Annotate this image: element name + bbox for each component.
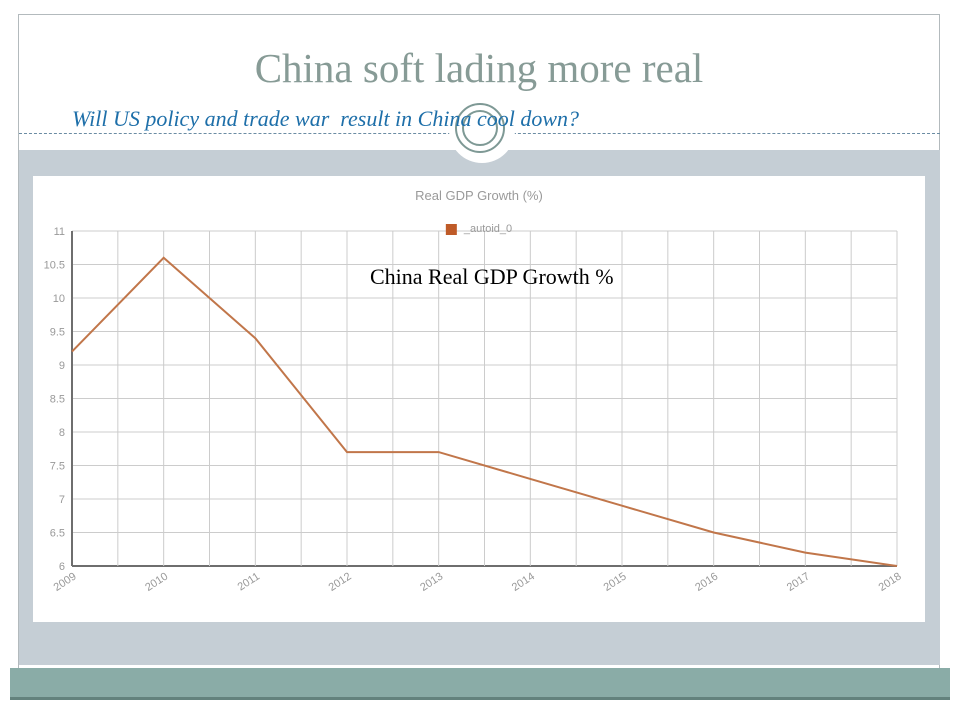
x-axis-tick-label: 2016	[693, 570, 720, 593]
y-axis-tick-label: 8	[59, 427, 65, 439]
y-axis-tick-label: 9.5	[50, 327, 65, 339]
x-axis-tick-label: 2010	[143, 570, 170, 593]
background-band-teal	[10, 668, 950, 700]
y-axis-tick-label: 10.5	[44, 260, 65, 272]
x-axis-tick-label: 2015	[602, 570, 629, 593]
y-axis-tick-label: 7.5	[50, 461, 65, 473]
chart-legend: _autoid_0	[445, 223, 513, 235]
x-axis-tick-label: 2009	[52, 570, 79, 593]
gdp-growth-data-line	[71, 256, 898, 567]
legend-series-label: _autoid_0	[463, 223, 513, 235]
gdp-chart-panel: Real GDP Growth (%) 6 6.5 7 7.5 8 8.5 9 9.5 10 10…	[33, 176, 925, 622]
slide-subtitle: Will US policy and trade war result in C…	[72, 106, 580, 131]
legend-swatch-icon	[445, 223, 457, 235]
gdp-line-chart: 6 6.5 7 7.5 8 8.5 9 9.5 10 10.5 11 2009 2010 2011 2012…	[44, 226, 904, 594]
x-axis-tick-label: 2014	[510, 570, 537, 593]
x-axis-tick-label: 2012	[327, 570, 354, 593]
y-axis-tick-label: 9	[59, 360, 65, 372]
y-axis-tick-label: 10	[53, 293, 65, 305]
y-axis-tick-label: 11	[54, 226, 65, 238]
y-axis-tick-label: 8.5	[50, 394, 65, 406]
y-axis-tick-label: 6	[59, 561, 65, 573]
y-axis-tick-label: 7	[59, 494, 65, 506]
x-axis-tick-label: 2011	[236, 570, 262, 593]
x-axis-tick-label: 2013	[418, 570, 445, 593]
x-axis-tick-label: 2018	[877, 570, 904, 593]
x-axis-tick-label: 2017	[785, 570, 812, 593]
slide-title: China soft lading more real	[254, 45, 704, 91]
circle-ornament-inner-ring	[462, 110, 498, 146]
y-axis-tick-label: 6.5	[50, 528, 65, 540]
chart-title: Real GDP Growth (%)	[415, 188, 543, 203]
chart-annotation: China Real GDP Growth %	[370, 264, 614, 289]
